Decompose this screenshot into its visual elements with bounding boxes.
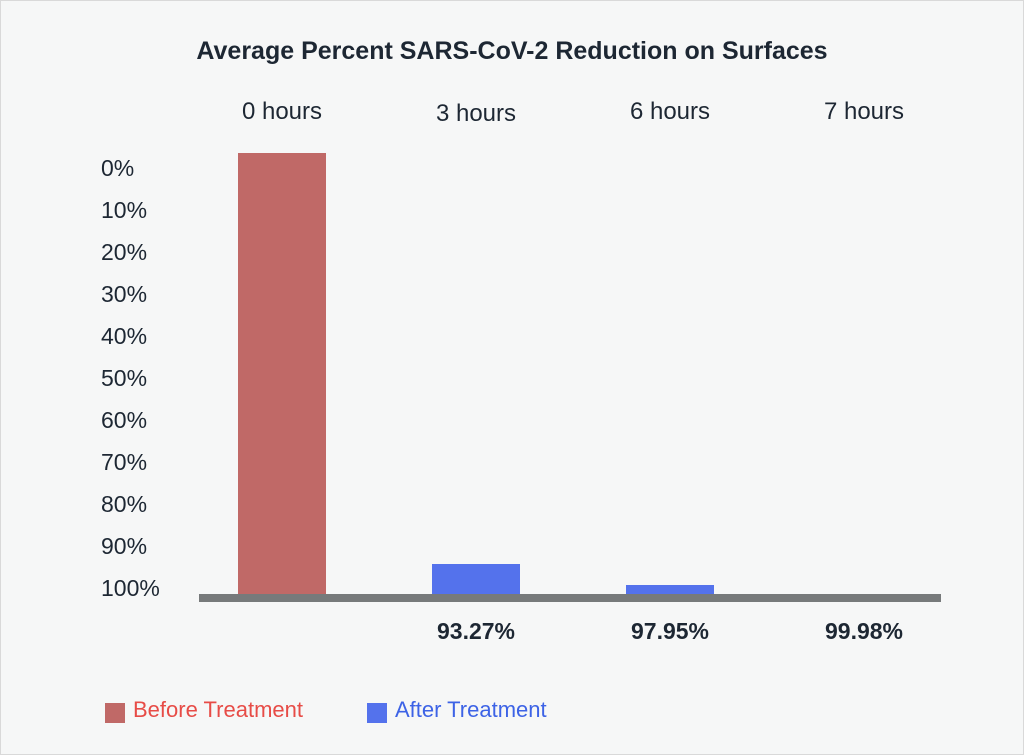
y-tick-label: 0% xyxy=(101,155,135,181)
legend-label: Before Treatment xyxy=(133,697,303,722)
y-tick-label: 10% xyxy=(101,197,148,223)
y-tick-label: 60% xyxy=(101,407,148,433)
y-tick-label: 30% xyxy=(101,281,148,307)
legend-swatch xyxy=(367,703,387,723)
legend-label: After Treatment xyxy=(395,697,547,722)
category-label: 6 hours xyxy=(629,98,711,125)
chart-title: Average Percent SARS-CoV-2 Reduction on … xyxy=(196,37,828,65)
bar-after-treatment-1 xyxy=(432,564,520,594)
bar-after-treatment-2 xyxy=(626,584,714,594)
category-label: 7 hours xyxy=(823,98,905,125)
y-tick-label: 90% xyxy=(101,533,148,559)
y-tick-label: 80% xyxy=(101,491,148,517)
legend-swatch xyxy=(105,703,125,723)
x-axis-baseline xyxy=(199,594,941,602)
y-tick-label: 50% xyxy=(101,365,148,391)
y-tick-label: 70% xyxy=(101,449,148,475)
y-tick-label: 20% xyxy=(101,239,148,265)
category-label: 0 hours xyxy=(241,98,323,125)
category-label: 3 hours xyxy=(435,100,517,127)
y-tick-label: 40% xyxy=(101,323,148,349)
data-label: 97.95% xyxy=(630,618,709,644)
y-tick-label: 100% xyxy=(101,575,160,601)
bar-before-treatment-0 xyxy=(238,153,326,594)
data-label: 99.98% xyxy=(824,618,903,644)
data-label: 93.27% xyxy=(436,618,515,644)
